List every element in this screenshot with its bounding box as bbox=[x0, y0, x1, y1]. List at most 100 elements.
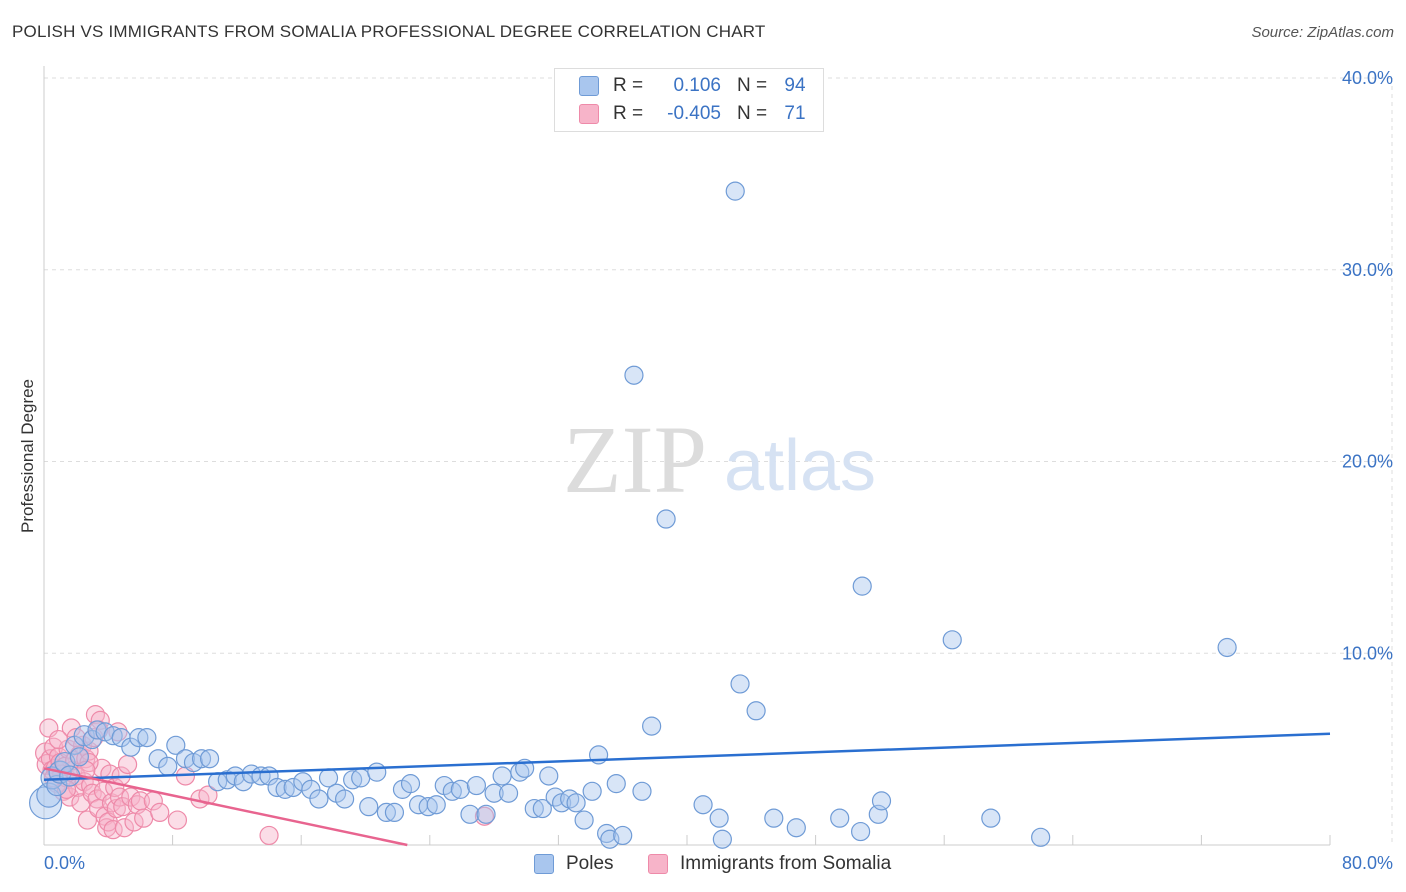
gridlines bbox=[44, 77, 1393, 845]
stats-legend: R = 0.106 N = 94 R = -0.405 N = 71 bbox=[554, 68, 824, 132]
poles-point bbox=[309, 789, 329, 809]
poles-point bbox=[376, 802, 396, 823]
poles-point bbox=[871, 791, 892, 811]
poles-point bbox=[359, 797, 379, 817]
poles-point bbox=[267, 777, 287, 798]
legend-row-somalia: R = -0.405 N = 71 bbox=[579, 102, 813, 126]
bottom-legend-poles[interactable]: Poles bbox=[534, 850, 614, 878]
somalia-point bbox=[87, 789, 107, 809]
x-tick-label-min: 0.0% bbox=[44, 853, 85, 873]
poles-point bbox=[532, 798, 552, 819]
somalia-point bbox=[134, 808, 154, 828]
poles-point bbox=[852, 576, 872, 596]
somalia-point bbox=[259, 825, 279, 846]
somalia-point bbox=[114, 818, 134, 838]
poles-point bbox=[426, 795, 446, 815]
bottom-legend-label-poles: Poles bbox=[566, 853, 614, 874]
somalia-point bbox=[48, 729, 69, 750]
y-tick-label: 10.0% bbox=[1342, 643, 1393, 663]
poles-point bbox=[466, 775, 487, 796]
poles-point bbox=[764, 808, 784, 828]
poles-point bbox=[158, 756, 178, 776]
poles-point bbox=[199, 749, 220, 769]
bottom-legend-swatch-somalia bbox=[648, 854, 668, 874]
bottom-legend-somalia[interactable]: Immigrants from Somalia bbox=[648, 850, 891, 878]
watermark: ZIP atlas bbox=[563, 406, 876, 513]
poles-point bbox=[574, 810, 594, 830]
y-tick-label: 20.0% bbox=[1342, 452, 1393, 472]
poles-point bbox=[103, 726, 123, 746]
poles-point bbox=[129, 728, 149, 748]
poles-point bbox=[566, 793, 586, 813]
poles-point bbox=[335, 789, 355, 809]
poles-point bbox=[450, 779, 470, 799]
poles-point bbox=[693, 795, 713, 815]
bottom-legend-label-somalia: Immigrants from Somalia bbox=[680, 853, 892, 874]
poles-point bbox=[418, 797, 438, 817]
somalia-point bbox=[167, 810, 188, 830]
axes bbox=[43, 66, 1331, 846]
legend-row-poles: R = 0.106 N = 94 bbox=[579, 74, 813, 98]
somalia-point bbox=[117, 754, 138, 775]
poles-point bbox=[613, 825, 633, 846]
poles-point bbox=[351, 768, 371, 788]
poles-point bbox=[460, 804, 480, 824]
legend-n-label: N = bbox=[737, 75, 768, 96]
poles-point bbox=[642, 716, 662, 736]
poles-point bbox=[484, 783, 504, 803]
poles-point bbox=[656, 509, 676, 529]
poles-point bbox=[400, 774, 421, 794]
poles-point bbox=[69, 747, 89, 767]
poles-point bbox=[442, 781, 462, 801]
poles-point bbox=[384, 802, 405, 823]
legend-swatch-somalia bbox=[579, 104, 599, 124]
legend-swatch-poles bbox=[579, 76, 599, 96]
poles-point bbox=[293, 772, 313, 792]
poles-point bbox=[539, 766, 559, 786]
legend-n-label: N = bbox=[737, 103, 768, 124]
poles-point bbox=[606, 774, 626, 794]
somalia-trend-line bbox=[43, 767, 408, 847]
y-axis-label: Professional Degree bbox=[18, 378, 37, 534]
poles-point bbox=[830, 808, 850, 828]
source-credit: Source: ZipAtlas.com bbox=[1251, 24, 1394, 41]
poles-point bbox=[725, 181, 745, 201]
poles-point bbox=[597, 823, 617, 844]
legend-n-value: 71 bbox=[784, 103, 806, 124]
series-poles bbox=[29, 181, 1237, 849]
somalia-point bbox=[121, 787, 141, 807]
poles-point bbox=[709, 808, 729, 828]
poles-point bbox=[343, 770, 363, 790]
watermark-zip: ZIP bbox=[563, 406, 707, 513]
poles-point bbox=[624, 365, 644, 385]
poles-point bbox=[730, 674, 750, 694]
poles-point bbox=[851, 821, 871, 842]
poles-point bbox=[367, 762, 387, 782]
poles-point bbox=[632, 781, 652, 801]
poles-point bbox=[942, 630, 962, 650]
poles-point bbox=[582, 781, 602, 801]
somalia-point bbox=[150, 802, 170, 823]
poles-point bbox=[524, 798, 544, 819]
poles-point bbox=[137, 728, 157, 748]
watermark-atlas: atlas bbox=[724, 426, 876, 506]
legend-r-label: R = bbox=[613, 75, 644, 96]
poles-point bbox=[746, 701, 766, 721]
tick-labels: 10.0% 20.0% 30.0% 40.0% 0.0% 80.0% bbox=[44, 68, 1393, 873]
poles-point bbox=[1031, 827, 1051, 847]
poles-point bbox=[301, 779, 321, 799]
legend-n-value: 94 bbox=[784, 75, 806, 96]
somalia-point bbox=[79, 752, 99, 773]
y-tick-label: 30.0% bbox=[1342, 260, 1393, 280]
poles-point bbox=[191, 749, 212, 769]
poles-point bbox=[275, 779, 295, 799]
legend-r-value: 0.106 bbox=[673, 75, 721, 96]
poles-point bbox=[712, 829, 732, 849]
chart-title: POLISH VS IMMIGRANTS FROM SOMALIA PROFES… bbox=[12, 22, 766, 41]
bottom-legend-swatch-poles bbox=[534, 854, 554, 874]
poles-point bbox=[121, 737, 141, 757]
poles-point bbox=[148, 749, 168, 769]
poles-point bbox=[786, 818, 806, 838]
poles-point bbox=[1217, 637, 1237, 658]
